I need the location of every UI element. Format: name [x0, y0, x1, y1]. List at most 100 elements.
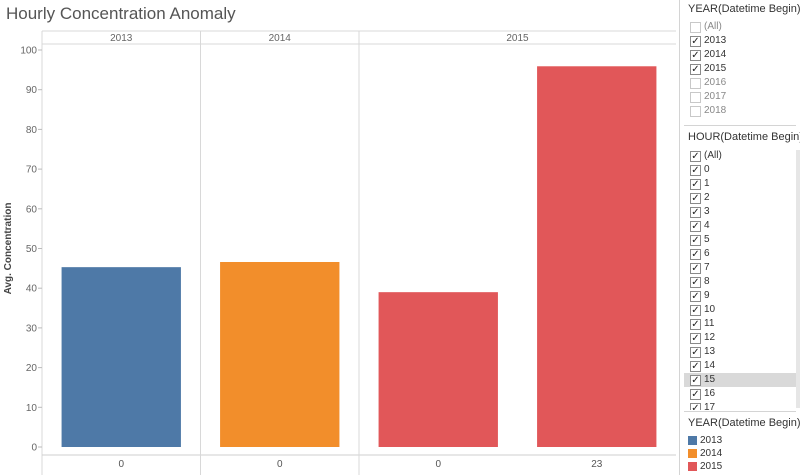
checkbox-icon[interactable]: ✓: [690, 290, 701, 302]
year-filter-item-label: 2014: [704, 49, 727, 60]
y-tick-label: 30: [26, 323, 38, 334]
hour-filter-item-label: 8: [704, 276, 710, 287]
checkbox-icon[interactable]: ✓: [690, 49, 701, 61]
checkbox-icon[interactable]: ✓: [690, 304, 701, 316]
hour-filter-item[interactable]: ✓ 13: [684, 345, 800, 359]
y-tick-label: 0: [31, 443, 37, 454]
checkbox-icon[interactable]: ✓: [690, 402, 701, 410]
legend-label: 2013: [700, 435, 723, 446]
hour-filter-item-label: 15: [704, 374, 716, 385]
year-filter-item[interactable]: 2016: [684, 76, 800, 90]
year-filter-item[interactable]: 2017: [684, 90, 800, 104]
pane-header-label: 2013: [110, 33, 133, 44]
hour-filter-item[interactable]: ✓ 0: [684, 163, 800, 177]
year-filter-item-label: (All): [704, 21, 722, 32]
chart-title: Hourly Concentration Anomaly: [6, 4, 236, 23]
legend-item: 2014: [684, 447, 800, 460]
hour-filter-item[interactable]: ✓ 3: [684, 205, 800, 219]
legend-list: 2013 2014 2015: [684, 434, 800, 473]
hour-filter-item[interactable]: ✓ 16: [684, 387, 800, 401]
hour-filter-item[interactable]: ✓ 14: [684, 359, 800, 373]
hour-filter-item[interactable]: ✓ 2: [684, 191, 800, 205]
year-filter-item[interactable]: 2018: [684, 104, 800, 118]
hour-filter-item[interactable]: ✓ 12: [684, 331, 800, 345]
hour-filter-item[interactable]: ✓ 9: [684, 289, 800, 303]
y-tick-label: 60: [26, 204, 38, 215]
checkbox-icon[interactable]: ✓: [690, 346, 701, 358]
hour-filter-item[interactable]: ✓ 4: [684, 219, 800, 233]
checkbox-icon[interactable]: ✓: [690, 220, 701, 232]
y-tick-label: 50: [26, 244, 38, 255]
hour-filter-item[interactable]: ✓ 1: [684, 177, 800, 191]
hour-filter-item[interactable]: ✓ 5: [684, 233, 800, 247]
year-filter-item-label: 2015: [704, 63, 727, 74]
checkbox-icon[interactable]: ✓: [690, 276, 701, 288]
year-filter-item[interactable]: (All): [684, 20, 800, 34]
checkbox-icon[interactable]: ✓: [690, 262, 701, 274]
panel-separator: [684, 411, 796, 412]
hour-filter-item-label: 1: [704, 178, 710, 189]
checkbox-icon[interactable]: ✓: [690, 206, 701, 218]
legend-item: 2013: [684, 434, 800, 447]
legend-label: 2015: [700, 461, 723, 472]
hour-filter-item-label: (All): [704, 150, 722, 161]
checkbox-icon[interactable]: ✓: [690, 63, 701, 75]
hour-filter-item-label: 5: [704, 234, 710, 245]
year-filter-item[interactable]: ✓ 2013: [684, 34, 800, 48]
legend-swatch: [688, 449, 697, 458]
hour-filter-panel: HOUR(Datetime Begin) ✓ (All) ✓ 0 ✓ 1 ✓ 2 ✓ 3 ✓ 4 ✓ 5 ✓…: [684, 128, 800, 410]
hour-filter-item[interactable]: ✓ 7: [684, 261, 800, 275]
year-filter-item-label: 2018: [704, 105, 727, 116]
year-filter-item[interactable]: ✓ 2014: [684, 48, 800, 62]
year-filter-item-label: 2013: [704, 35, 727, 46]
checkbox-icon[interactable]: [690, 105, 701, 117]
hour-filter-title: HOUR(Datetime Begin): [688, 131, 800, 143]
y-tick-label: 90: [26, 85, 38, 96]
hour-filter-item-label: 3: [704, 206, 710, 217]
hour-filter-item[interactable]: ✓ 8: [684, 275, 800, 289]
legend-item: 2015: [684, 460, 800, 473]
y-tick-label: 100: [20, 46, 37, 57]
checkbox-icon[interactable]: ✓: [690, 178, 701, 190]
hour-filter-list[interactable]: ✓ (All) ✓ 0 ✓ 1 ✓ 2 ✓ 3 ✓ 4 ✓ 5 ✓ 6 ✓ 7 ✓ 8 ✓ 9 ✓ 10 ✓ 11 ✓ 12 ✓ 13 ✓ 1…: [684, 149, 800, 410]
checkbox-icon[interactable]: ✓: [690, 150, 701, 162]
hour-filter-item[interactable]: ✓ 6: [684, 247, 800, 261]
hour-filter-item[interactable]: ✓ 10: [684, 303, 800, 317]
checkbox-icon[interactable]: ✓: [690, 164, 701, 176]
checkbox-icon[interactable]: [690, 91, 701, 103]
year-filter-title: YEAR(Datetime Begin): [688, 3, 800, 15]
hour-filter-item-label: 0: [704, 164, 710, 175]
year-filter-panel: YEAR(Datetime Begin) (All) ✓ 2013 ✓ 2014 ✓ 201…: [684, 0, 800, 118]
checkbox-icon[interactable]: ✓: [690, 234, 701, 246]
color-legend: YEAR(Datetime Begin) 2013 2014 2015: [684, 414, 800, 473]
y-tick-label: 40: [26, 284, 38, 295]
checkbox-icon[interactable]: ✓: [690, 332, 701, 344]
checkbox-icon[interactable]: ✓: [690, 192, 701, 204]
checkbox-icon[interactable]: ✓: [690, 388, 701, 400]
x-tick-label: 0: [435, 459, 441, 470]
hour-filter-item-label: 11: [704, 318, 715, 329]
y-tick-label: 20: [26, 363, 38, 374]
bar: [220, 261, 340, 447]
checkbox-icon[interactable]: ✓: [690, 360, 701, 372]
legend-label: 2014: [700, 448, 723, 459]
checkbox-icon[interactable]: ✓: [690, 318, 701, 330]
hour-filter-item[interactable]: ✓ 11: [684, 317, 800, 331]
hour-filter-scrollbar[interactable]: [796, 150, 800, 408]
pane-header-label: 2015: [506, 33, 529, 44]
hour-filter-item-label: 12: [704, 332, 716, 343]
checkbox-icon[interactable]: [690, 21, 701, 33]
checkbox-icon[interactable]: ✓: [690, 248, 701, 260]
checkbox-icon[interactable]: ✓: [690, 35, 701, 47]
hour-filter-item[interactable]: ✓ 15: [684, 373, 800, 387]
hour-filter-item-label: 9: [704, 290, 710, 301]
year-filter-item[interactable]: ✓ 2015: [684, 62, 800, 76]
checkbox-icon[interactable]: ✓: [690, 374, 701, 386]
hour-filter-item[interactable]: ✓ (All): [684, 149, 800, 163]
panel-divider: [679, 0, 680, 475]
hour-filter-item[interactable]: ✓ 17: [684, 401, 800, 410]
checkbox-icon[interactable]: [690, 77, 701, 89]
hour-filter-item-label: 2: [704, 192, 710, 203]
legend-swatch: [688, 462, 697, 471]
x-tick-label: 23: [591, 459, 603, 470]
